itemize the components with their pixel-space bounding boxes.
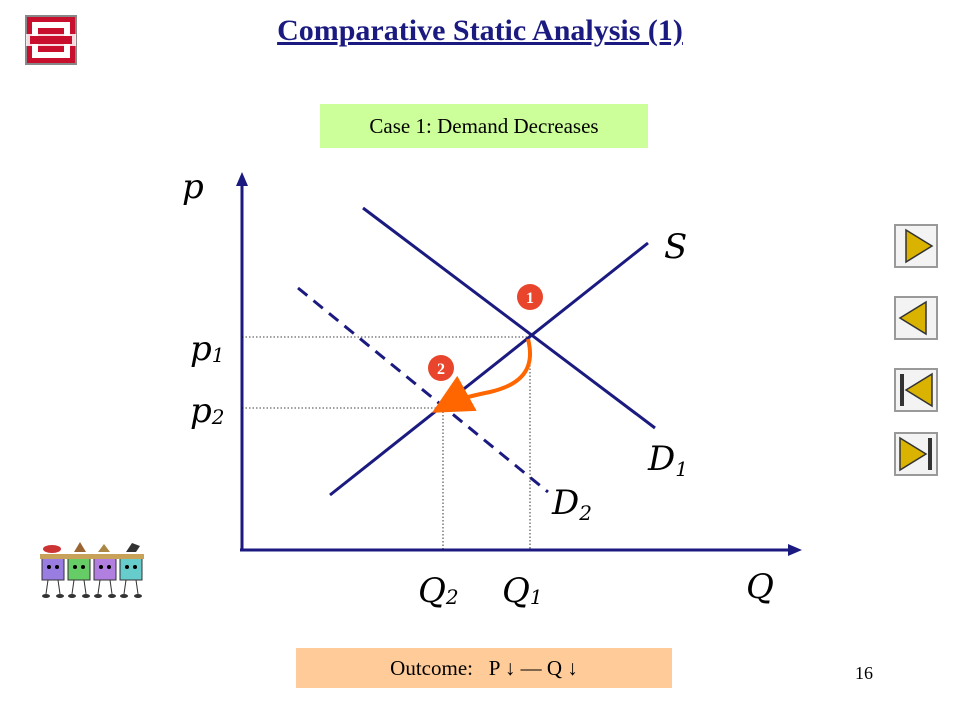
q2-label: Q2 <box>418 571 459 611</box>
cartoon-characters-illustration <box>40 542 144 598</box>
case-label: Case 1: Demand Decreases <box>320 104 648 148</box>
previous-icon <box>898 300 927 336</box>
x-axis-label: Q <box>746 567 774 607</box>
supply-curve <box>329 241 649 497</box>
first-slide-button[interactable] <box>894 368 938 412</box>
page-number: 16 <box>855 663 873 683</box>
demand-d2-label: D2 <box>551 483 592 525</box>
p1-label: p1 <box>190 329 225 369</box>
next-icon <box>905 228 934 264</box>
equilibrium-marker-2: 2 <box>428 355 454 381</box>
slide-title: Comparative Static Analysis (1) <box>277 14 683 47</box>
last-icon <box>928 438 932 470</box>
x-axis-arrowhead <box>788 544 802 556</box>
last-slide-button[interactable] <box>894 432 938 476</box>
ohio-state-logo <box>25 15 77 65</box>
equilibrium-shift-arrow <box>432 338 532 413</box>
outcome-label: Outcome: P ↓ — Q ↓ <box>296 648 672 688</box>
p2-label: p2 <box>190 391 225 431</box>
supply-label: S <box>664 227 687 267</box>
equilibrium-marker-1: 1 <box>517 284 543 310</box>
next-slide-button[interactable] <box>894 224 938 268</box>
svg-text:1: 1 <box>526 290 534 307</box>
svg-text:2: 2 <box>437 361 445 378</box>
previous-slide-button[interactable] <box>894 296 938 340</box>
q1-label: Q1 <box>502 571 543 611</box>
y-axis-label: p <box>182 167 204 207</box>
y-axis-arrowhead <box>236 172 248 186</box>
demand-curve-d2 <box>297 286 549 494</box>
first-icon <box>900 374 904 406</box>
demand-d1-label: D1 <box>647 439 688 481</box>
demand-curve-d1 <box>362 206 656 430</box>
